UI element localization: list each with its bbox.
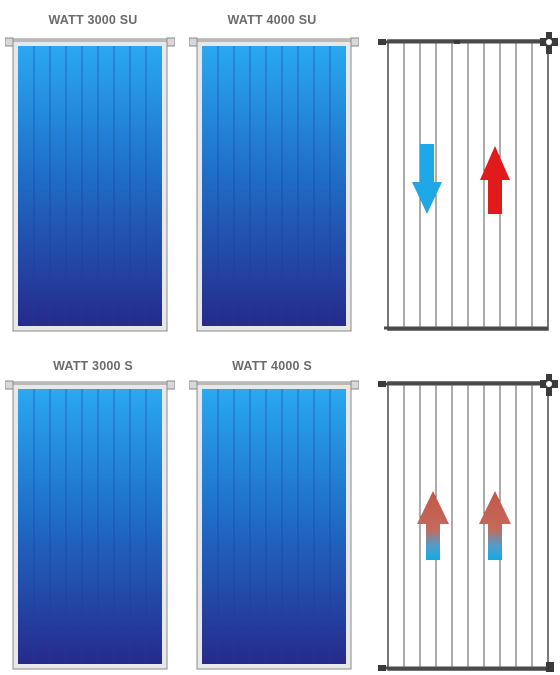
- diagram-frame: [384, 381, 549, 671]
- diagram-frame: [384, 39, 549, 331]
- absorber-surface: [202, 46, 346, 326]
- pipe-end-cap: [350, 37, 359, 47]
- drain-port-icon: [546, 662, 554, 672]
- absorber-surface: [202, 389, 346, 664]
- model-label-watt-3000-s: WATT 3000 S: [53, 359, 133, 373]
- pipe-end-cap: [189, 37, 198, 47]
- model-label-watt-4000-s: WATT 4000 S: [232, 359, 312, 373]
- flow-diagram-su: [378, 32, 558, 331]
- model-label-watt-3000-su: WATT 3000 SU: [48, 13, 138, 27]
- pipe-end-cap: [5, 380, 14, 390]
- down-arrow-icon: [412, 144, 442, 214]
- up-arrow-icon: [480, 146, 510, 214]
- absorber-surface: [18, 46, 162, 326]
- valve-icon: [540, 374, 558, 396]
- up-arrow-gradient-icon: [479, 491, 511, 560]
- pipe-end-cap: [350, 380, 359, 390]
- outlet-port-icon: [378, 665, 386, 671]
- up-arrow-gradient-icon: [417, 491, 449, 560]
- model-label-watt-4000-su: WATT 4000 SU: [227, 13, 317, 27]
- inlet-port-icon: [378, 39, 386, 45]
- center-clip-icon: [454, 40, 460, 44]
- solar-panel-watt-3000-su: [5, 37, 175, 332]
- solar-panel-watt-4000-s: [189, 380, 359, 670]
- flow-diagram-s: [378, 374, 558, 672]
- solar-panel-watt-4000-su: [189, 37, 359, 332]
- pipe-end-cap: [166, 380, 175, 390]
- pipe-end-cap: [5, 37, 14, 47]
- absorber-surface: [18, 389, 162, 664]
- pipe-end-cap: [189, 380, 198, 390]
- solar-panel-watt-3000-s: [5, 380, 175, 670]
- inlet-port-icon: [378, 381, 386, 387]
- pipe-end-cap: [166, 37, 175, 47]
- valve-icon: [540, 32, 558, 54]
